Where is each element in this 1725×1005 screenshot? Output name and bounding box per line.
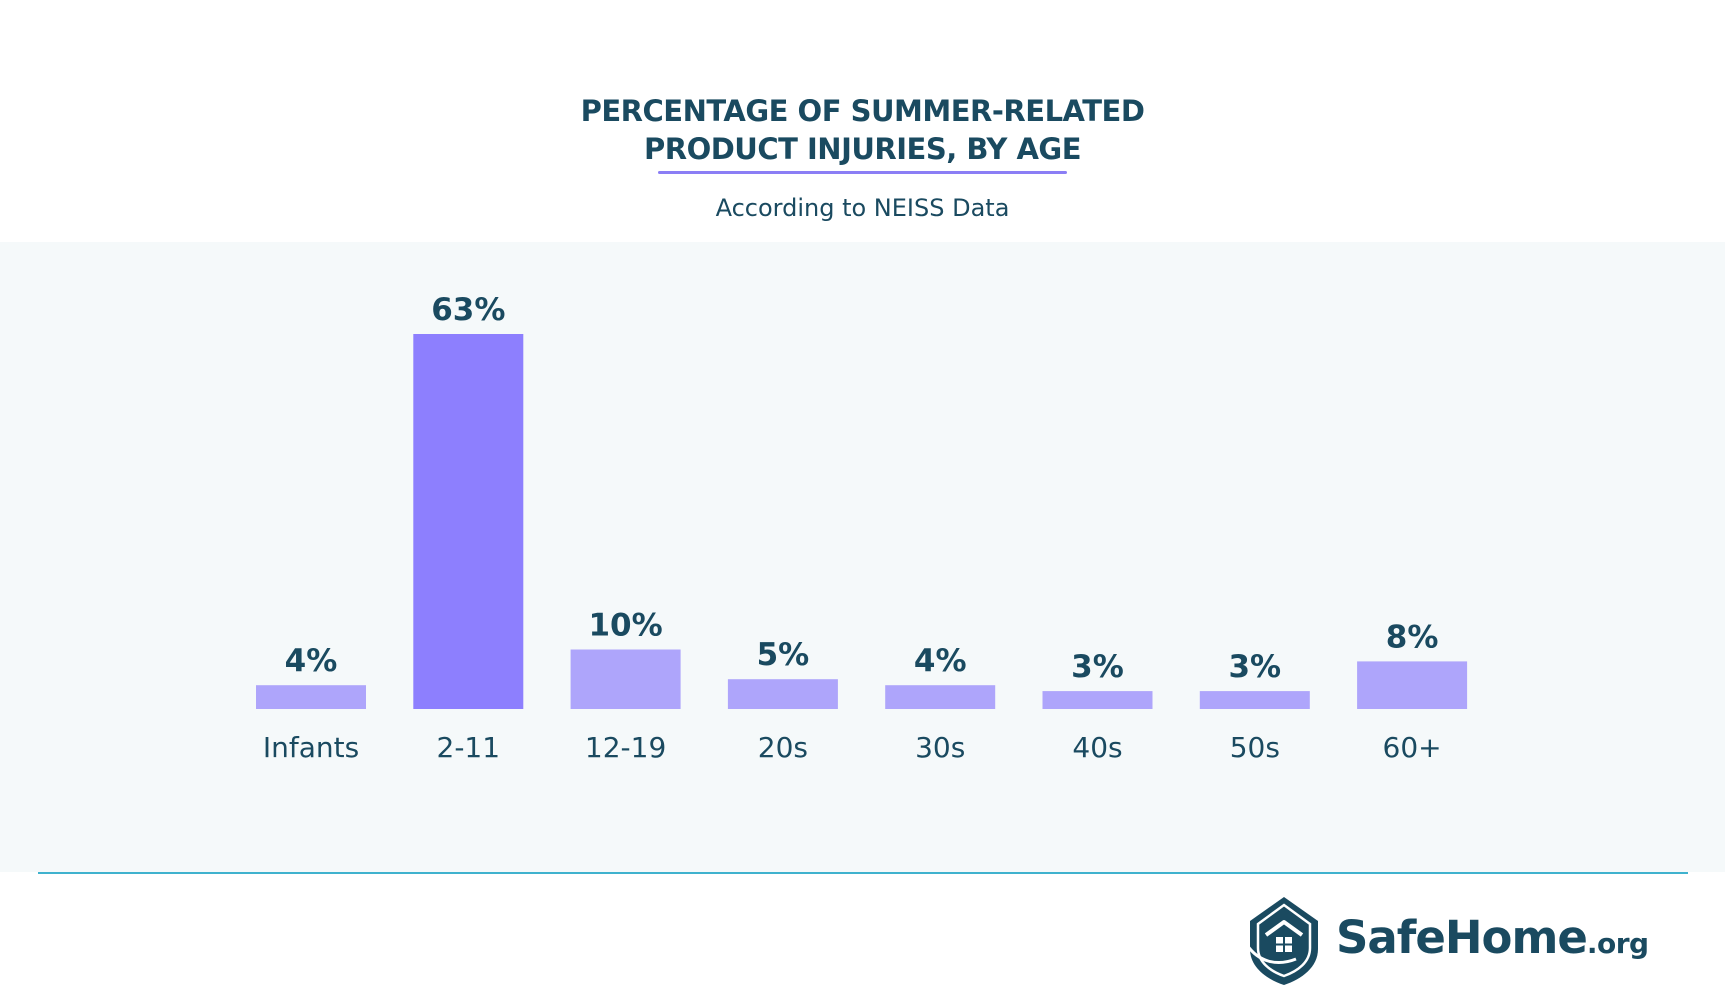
category-label-2: 2-11 xyxy=(437,731,501,764)
safehome-logo: SafeHome.org xyxy=(1246,891,1666,987)
bar-value-label-7: 3% xyxy=(1228,649,1281,685)
bar-value-label-1: 4% xyxy=(285,643,338,679)
logo-wordmark: SafeHome.org xyxy=(1336,911,1649,964)
bar-5 xyxy=(885,685,996,709)
chart-title-line-1: PERCENTAGE OF SUMMER-RELATED xyxy=(580,94,1145,128)
bar-value-label-4: 5% xyxy=(757,637,810,673)
bar-value-label-3: 10% xyxy=(588,608,662,644)
logo-tld: .org xyxy=(1586,927,1649,960)
bar-chart: 4% Infants 63% 2-11 10% 12-19 5% 20s 4% 30s 3% 40s 3… xyxy=(256,292,1468,764)
bar-4 xyxy=(727,679,838,709)
category-label-8: 60+ xyxy=(1383,731,1442,764)
bar-6 xyxy=(1042,691,1153,709)
bar-value-label-8: 8% xyxy=(1386,619,1439,655)
logo-name: SafeHome xyxy=(1336,911,1588,964)
chart-title: PERCENTAGE OF SUMMER-RELATED PRODUCT INJ… xyxy=(0,92,1725,168)
chart-title-line-2: PRODUCT INJURIES, BY AGE xyxy=(643,132,1082,166)
bar-value-label-5: 4% xyxy=(914,643,967,679)
category-label-3: 12-19 xyxy=(585,731,666,764)
category-label-4: 20s xyxy=(758,731,808,764)
bar-2 xyxy=(413,334,524,709)
bar-8 xyxy=(1357,661,1468,709)
category-label-5: 30s xyxy=(915,731,965,764)
house-shield-icon xyxy=(1246,897,1318,985)
chart-panel: 4% Infants 63% 2-11 10% 12-19 5% 20s 4% 30s 3% 40s 3… xyxy=(0,242,1725,872)
bar-3 xyxy=(570,649,681,709)
footer-divider xyxy=(38,872,1688,874)
chart-header: PERCENTAGE OF SUMMER-RELATED PRODUCT INJ… xyxy=(0,0,1725,242)
bar-1 xyxy=(256,685,366,709)
bar-7 xyxy=(1199,691,1310,709)
category-label-1: Infants xyxy=(263,731,359,764)
bar-value-label-6: 3% xyxy=(1071,649,1124,685)
bar-value-label-2: 63% xyxy=(431,292,505,328)
category-label-6: 40s xyxy=(1072,731,1122,764)
chart-subtitle: According to NEISS Data xyxy=(715,194,1010,222)
category-label-7: 50s xyxy=(1230,731,1280,764)
title-underline xyxy=(658,171,1067,174)
